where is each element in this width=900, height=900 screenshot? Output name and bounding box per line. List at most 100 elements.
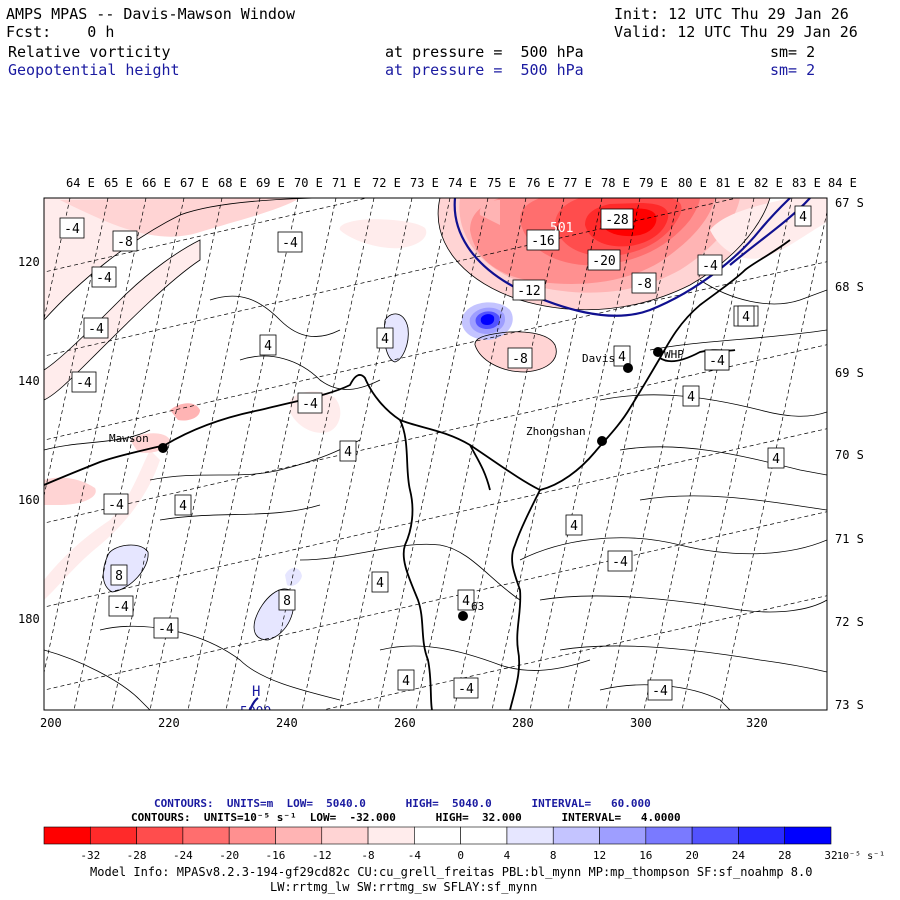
lat-label: 72 S [835,615,864,629]
lon-label: 76 E [526,176,555,190]
contour-labels: -4 -8 -4 -4 -4 -4 -4 -16 -28 -20 -12 -8 -8 4 4 -4 4 -4 -4 4… [59,205,812,701]
legend-swatch [414,826,461,845]
contour-label: 4 [397,669,415,691]
svg-text:4: 4 [402,674,410,689]
contour-label: -4 [108,595,134,617]
legend-label: 24 [732,849,746,862]
contour-label: -4 [297,392,323,414]
lon-label: 74 E [448,176,477,190]
contour-label: 4 [371,571,389,593]
legend-swatch [89,826,137,845]
forecast-hour: Fcst: 0 h [6,23,115,41]
legend-label: -28 [127,849,147,862]
legend-swatch [784,826,832,845]
high-center-value: 5000 [240,705,271,720]
legend-swatch [552,826,600,845]
lon-label: 65 E [104,176,133,190]
legend-label: -4 [408,849,422,862]
field2-smoothing: sm= 2 [770,61,816,79]
contour-label: 4 [457,589,475,611]
svg-text:-4: -4 [302,397,318,412]
lon-label: 78 E [601,176,630,190]
lon-label: 79 E [639,176,668,190]
contour-label: -4 [153,617,179,639]
height-label: 501 [550,221,573,236]
lon-label: 67 E [180,176,209,190]
legend-swatch [182,826,230,845]
contour-label: -4 [103,493,129,515]
meridian-line [529,198,641,710]
svg-text:-4: -4 [702,259,718,274]
station-marker [623,363,633,373]
legend-label: -12 [312,849,332,862]
station-name: 63 [471,600,484,613]
init-time: Init: 12 UTC Thu 29 Jan 26 [614,5,849,23]
svg-text:-12: -12 [517,284,540,299]
svg-text:-4: -4 [709,354,725,369]
contour-label: 4 [376,327,394,349]
contour-label: -4 [277,231,303,253]
parallel-line [44,198,369,273]
lon-label: 71 E [332,176,361,190]
legend-swatch [691,826,739,845]
svg-text:4: 4 [687,390,695,405]
legend-swatch [506,826,554,845]
field1-name: Relative vorticity [8,43,171,61]
legend-label: -16 [266,849,286,862]
lat-label: 69 S [835,366,864,380]
legend-units: 10⁻⁵ s⁻¹ [837,851,885,862]
station-marker [597,436,607,446]
legend-label: -24 [173,849,193,862]
svg-text:4: 4 [772,452,780,467]
contour-label: -8 [112,230,138,252]
field2-name: Geopotential height [8,61,180,79]
legend-label: 0 [457,849,464,862]
model-info-line2: LW:rrtmg_lw SW:rrtmg_sw SFLAY:sf_mynn [270,880,538,894]
station-name: WHP [664,348,684,361]
legend-label: 4 [504,849,511,862]
svg-text:-4: -4 [652,684,668,699]
svg-text:4: 4 [742,310,750,325]
contour-label: -4 [59,217,85,239]
lon-label: 84 E [828,176,857,190]
lat-label: 71 S [835,532,864,546]
contour-label: 8 [278,589,296,611]
lon-label: 77 E [563,176,592,190]
lat-label: 70 S [835,448,864,462]
svg-text:-4: -4 [88,322,104,337]
svg-text:4: 4 [618,350,626,365]
contour-label: -8 [631,272,657,294]
lon-label: 69 E [256,176,285,190]
legend-label: 16 [639,849,652,862]
meridian-line [44,198,71,321]
x-tick-label: 320 [746,716,768,730]
parallel-line [321,595,827,710]
contour-label: -4 [647,679,673,701]
x-tick-label: 200 [40,716,62,730]
svg-text:-4: -4 [458,682,474,697]
svg-text:8: 8 [115,569,123,584]
legend-label: 8 [550,849,557,862]
vorticity-contours-info: CONTOURS: UNITS=10⁻⁵ s⁻¹ LOW= -32.000 HI… [131,811,681,824]
meridian-line [111,198,223,710]
model-info-line1: Model Info: MPASv8.2.3-194-gf29cd82c CU:… [90,865,813,879]
svg-text:4: 4 [799,210,807,225]
contour-label: 4 [767,447,785,469]
svg-text:-4: -4 [108,498,124,513]
station-name: Zhongshan [526,425,586,438]
legend-label: 20 [685,849,698,862]
valid-time: Valid: 12 UTC Thu 29 Jan 26 [614,23,858,41]
svg-text:-4: -4 [76,376,92,391]
contour-label: 4 [174,494,192,516]
lat-lon-grid [44,198,827,710]
svg-text:-16: -16 [531,234,554,249]
contour-label: 4 [794,205,812,227]
parallel-line [44,261,827,441]
svg-text:4: 4 [179,499,187,514]
y-tick-label: 180 [18,612,40,626]
contour-label: 4 [682,385,700,407]
svg-text:4: 4 [462,594,470,609]
contour-label: -4 [697,254,723,276]
svg-text:-20: -20 [592,254,615,269]
contour-label: 8 [110,564,128,586]
